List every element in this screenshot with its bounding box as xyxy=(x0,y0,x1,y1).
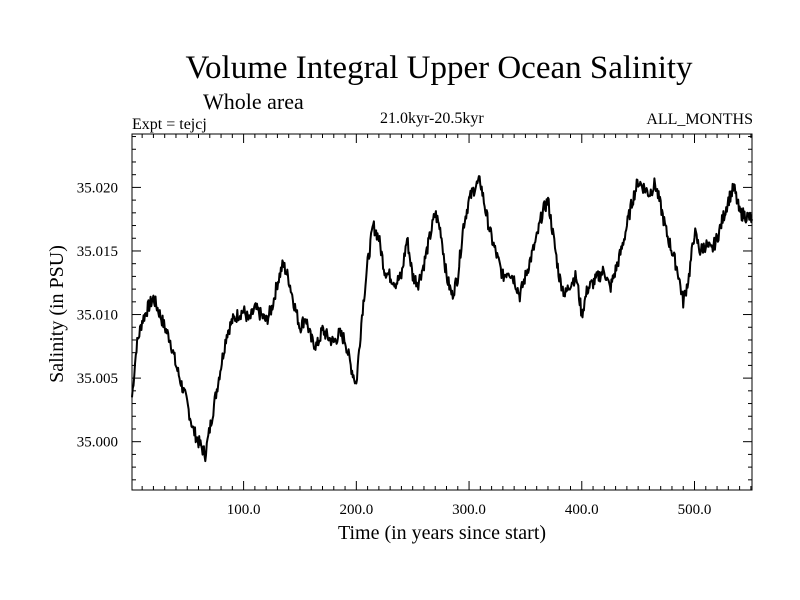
y-tick-label: 35.005 xyxy=(77,371,118,387)
y-tick-label: 35.015 xyxy=(77,244,118,260)
x-tick-label: 400.0 xyxy=(565,502,599,518)
y-axis-label: Salinity (in PSU) xyxy=(46,245,68,383)
x-tick-label: 500.0 xyxy=(678,502,712,518)
y-tick-label: 35.000 xyxy=(77,435,118,451)
y-tick-label: 35.020 xyxy=(77,180,118,196)
period-label: 21.0kyr-20.5kyr xyxy=(380,110,484,127)
axis-ticks xyxy=(132,134,752,490)
salinity-series-line xyxy=(131,175,753,463)
x-axis-label: Time (in years since start) xyxy=(338,522,546,544)
chart-title: Volume Integral Upper Ocean Salinity xyxy=(185,50,693,86)
y-tick-label: 35.010 xyxy=(77,308,118,324)
chart-subtitle: Whole area xyxy=(203,89,304,114)
x-tick-label: 300.0 xyxy=(452,502,486,518)
x-tick-label: 200.0 xyxy=(339,502,373,518)
x-tick-labels: 100.0 200.0 300.0 400.0 500.0 xyxy=(227,502,712,518)
months-label: ALL_MONTHS xyxy=(646,111,753,128)
x-tick-label: 100.0 xyxy=(227,502,261,518)
plot-frame xyxy=(131,133,753,491)
y-tick-labels: 35.000 35.005 35.010 35.015 35.020 xyxy=(77,180,118,450)
experiment-label: Expt = tejcj xyxy=(132,116,207,133)
